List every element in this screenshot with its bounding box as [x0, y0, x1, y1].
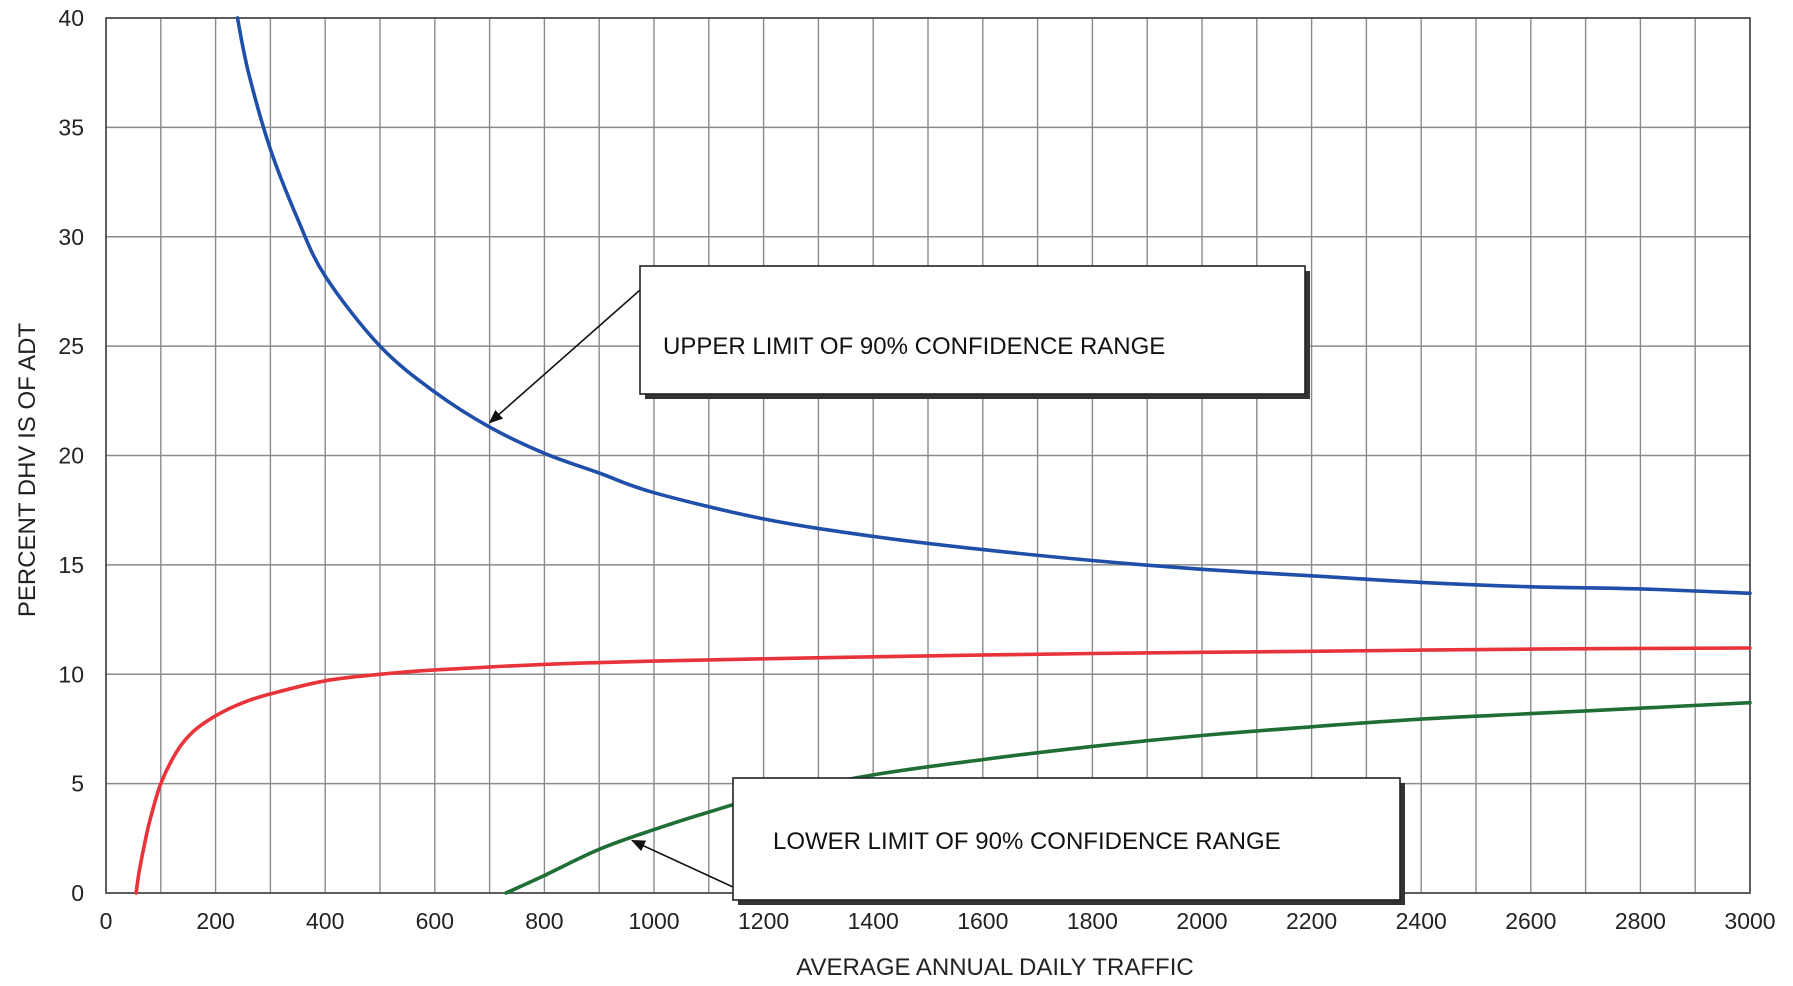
x-tick-label: 200 — [196, 908, 234, 934]
annotation-box — [732, 777, 1401, 901]
x-tick-label: 1200 — [738, 908, 789, 934]
x-tick-label: 400 — [306, 908, 344, 934]
x-tick-label: 3000 — [1724, 908, 1775, 934]
annotation-arrow — [631, 839, 734, 888]
series-lines — [134, 16, 1752, 895]
x-tick-label: 800 — [525, 908, 563, 934]
x-tick-label: 1000 — [628, 908, 679, 934]
y-tick-label: 0 — [71, 880, 84, 906]
y-tick-label: 30 — [58, 224, 84, 250]
x-tick-label: 600 — [416, 908, 454, 934]
y-tick-label: 15 — [58, 552, 84, 578]
annotation-label: UPPER LIMIT OF 90% CONFIDENCE RANGE — [663, 333, 1165, 360]
annotations: UPPER LIMIT OF 90% CONFIDENCE RANGE LOWER… — [488, 265, 1405, 905]
upper-limit-line — [235, 16, 1752, 596]
tick-labels: 0 200 400 600 800 1000 1200 1400 1600 1800 2000 220… — [58, 5, 1775, 934]
x-tick-label: 2200 — [1286, 908, 1337, 934]
x-tick-label: 0 — [100, 908, 113, 934]
y-tick-label: 40 — [58, 5, 84, 31]
annotation-label: LOWER LIMIT OF 90% CONFIDENCE RANGE — [773, 828, 1281, 855]
grid — [105, 17, 1751, 894]
y-tick-label: 25 — [58, 333, 84, 359]
annotation-box — [639, 265, 1306, 395]
x-tick-label: 1600 — [957, 908, 1008, 934]
y-tick-label: 10 — [58, 661, 84, 687]
lower-limit-line — [504, 700, 1752, 895]
mean-line — [134, 646, 1752, 895]
x-tick-label: 2800 — [1615, 908, 1666, 934]
y-axis-title: PERCENT DHV IS OF ADT — [14, 323, 41, 618]
x-tick-label: 1800 — [1067, 908, 1118, 934]
y-tick-label: 20 — [58, 443, 84, 469]
x-tick-label: 2000 — [1176, 908, 1227, 934]
x-tick-label: 2600 — [1505, 908, 1556, 934]
x-tick-label: 2400 — [1396, 908, 1447, 934]
y-tick-label: 5 — [71, 771, 84, 797]
x-tick-label: 1400 — [848, 908, 899, 934]
annotation-arrow — [488, 289, 641, 424]
y-tick-label: 35 — [58, 114, 84, 140]
x-axis-title: AVERAGE ANNUAL DAILY TRAFFIC — [796, 954, 1193, 981]
